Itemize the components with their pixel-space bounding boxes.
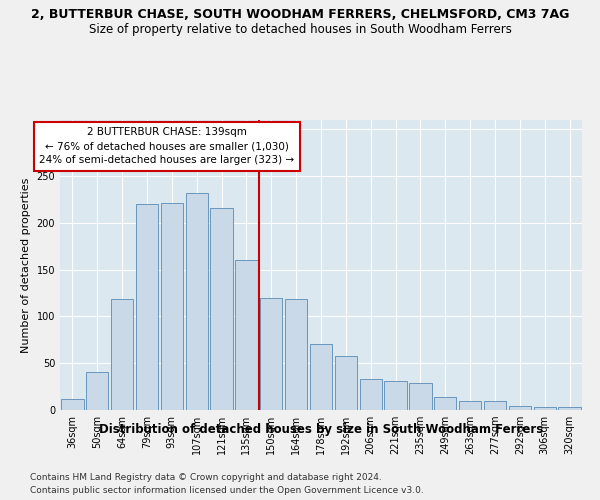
Bar (409, 383, 431, 410)
Text: Contains public sector information licensed under the Open Government Licence v3: Contains public sector information licen… (30, 486, 424, 495)
Bar (533, 407, 556, 410)
Bar (211, 208, 233, 410)
Bar (310, 344, 332, 410)
Bar (459, 400, 481, 410)
Bar (285, 298, 307, 410)
Bar (484, 400, 506, 410)
Bar (559, 407, 581, 410)
Text: Contains HM Land Registry data © Crown copyright and database right 2024.: Contains HM Land Registry data © Crown c… (30, 472, 382, 482)
Bar (111, 298, 133, 410)
Bar (61, 399, 83, 410)
Bar (434, 397, 457, 410)
Bar (235, 260, 257, 410)
Bar (509, 406, 531, 410)
Bar (185, 193, 208, 410)
Text: Distribution of detached houses by size in South Woodham Ferrers: Distribution of detached houses by size … (99, 422, 543, 436)
Text: 2, BUTTERBUR CHASE, SOUTH WOODHAM FERRERS, CHELMSFORD, CM3 7AG: 2, BUTTERBUR CHASE, SOUTH WOODHAM FERRER… (31, 8, 569, 20)
Bar (161, 204, 183, 410)
Bar (136, 204, 158, 410)
Bar (260, 298, 283, 410)
Bar (335, 356, 357, 410)
Bar (86, 372, 109, 410)
Text: 2 BUTTERBUR CHASE: 139sqm
← 76% of detached houses are smaller (1,030)
24% of se: 2 BUTTERBUR CHASE: 139sqm ← 76% of detac… (40, 128, 295, 166)
Bar (359, 379, 382, 410)
Y-axis label: Number of detached properties: Number of detached properties (21, 178, 31, 352)
Bar (385, 381, 407, 410)
Text: Size of property relative to detached houses in South Woodham Ferrers: Size of property relative to detached ho… (89, 22, 511, 36)
